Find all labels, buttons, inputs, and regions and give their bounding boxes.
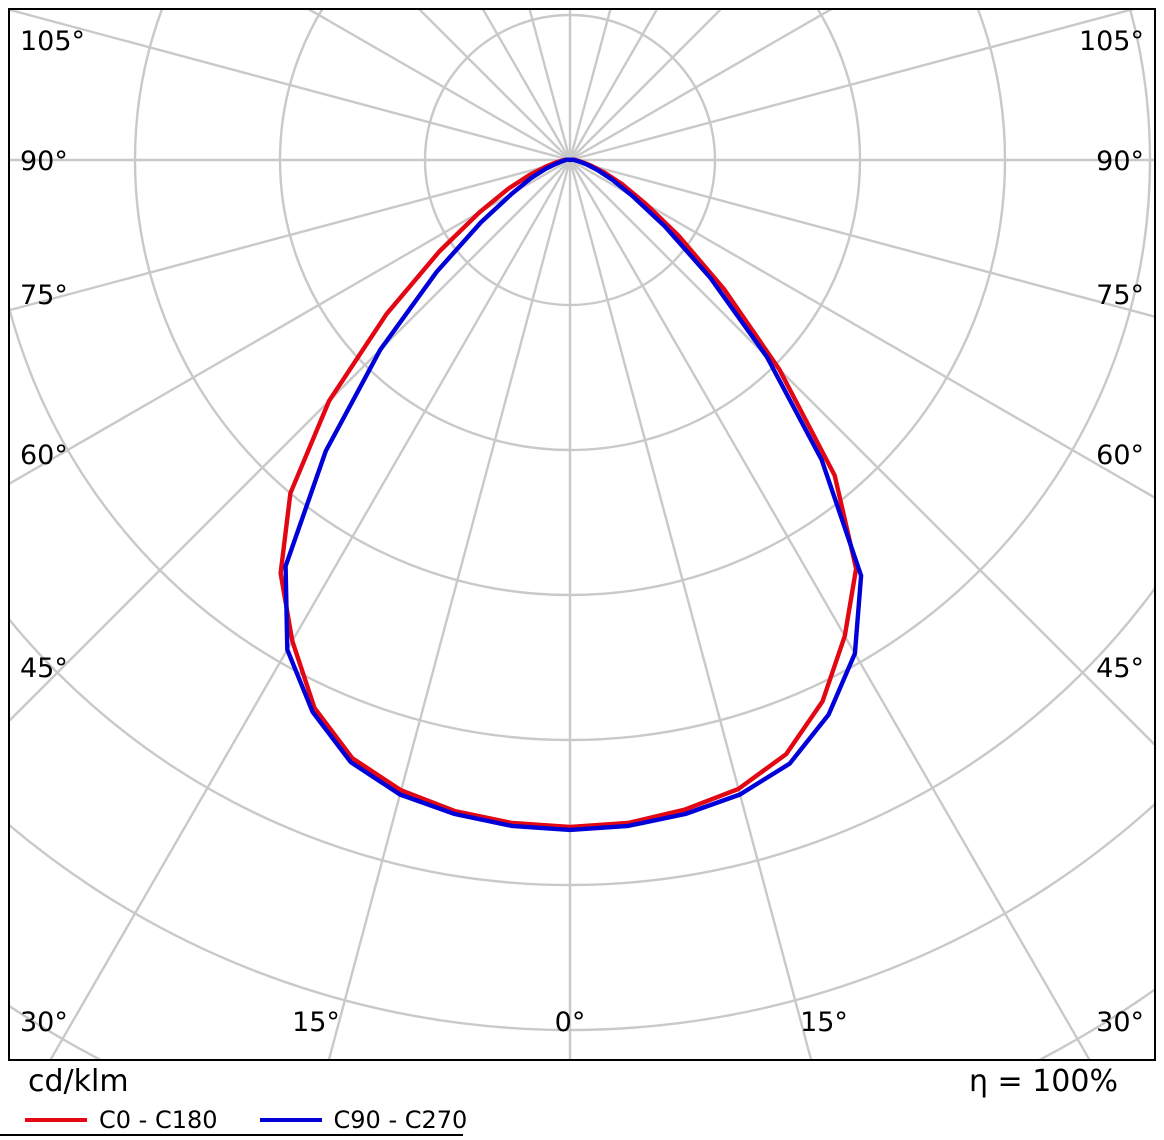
grid-angle-line [327, 159, 572, 1060]
units-label: cd/klm [28, 1064, 129, 1099]
grid-angle-line [569, 9, 723, 161]
angle-label-bottom: 0° [555, 1007, 586, 1038]
angle-label-right: 75° [1096, 280, 1144, 311]
legend-entry-c90-c270: C90 - C270 [259, 1106, 468, 1134]
curve-c0-c180 [278, 157, 859, 830]
angle-label-left: 90° [20, 146, 68, 177]
grid-angle-line [569, 9, 834, 162]
polar-chart: 105° 90° 75° 60° 45° 30° 105° 90° 75° 60° 45° 30° 15… [8, 8, 1156, 1061]
grid-angle-line [569, 9, 1139, 162]
grid-angle-line [417, 9, 571, 161]
angle-label-left: 45° [20, 653, 68, 684]
grid-angle-line [568, 159, 813, 1060]
angle-label-right: 105° [1079, 26, 1144, 57]
angle-label-bottom: 15° [292, 1007, 340, 1038]
legend-label-c0-c180: C0 - C180 [99, 1106, 218, 1134]
grid-ring [133, 9, 1007, 597]
angle-label-left: 30° [20, 1007, 68, 1038]
angle-labels: 105° 90° 75° 60° 45° 30° 105° 90° 75° 60° 45° 30° 15… [20, 26, 1144, 1038]
grid-ring [423, 13, 717, 307]
curve-c90-c270 [283, 157, 864, 833]
grid-ring [9, 585, 1155, 886]
plot-border [8, 8, 1156, 1061]
efficiency-label: η = 100% [969, 1064, 1118, 1099]
angle-label-right: 45° [1096, 653, 1144, 684]
intensity-curves [278, 157, 864, 833]
grid-ring [278, 9, 862, 452]
angle-label-left: 60° [20, 440, 68, 471]
legend: C0 - C180 C90 - C270 [25, 1106, 509, 1134]
grid-angle-line [569, 158, 1155, 500]
grid-angle-line [306, 9, 571, 162]
legend-entry-c0-c180: C0 - C180 [25, 1106, 218, 1134]
grid-angle-line [9, 9, 571, 162]
grid-angle-line [569, 159, 1155, 747]
grid-ring [9, 801, 1155, 1031]
angle-label-right: 30° [1096, 1007, 1144, 1038]
grid-angle-line [569, 158, 1155, 318]
angle-label-left: 105° [20, 26, 85, 57]
legend-divider-line [0, 1134, 463, 1136]
c90-c270-line-swatch [259, 1118, 322, 1122]
polar-grid [9, 9, 1155, 1060]
angle-label-bottom: 15° [800, 1007, 848, 1038]
angle-label-left: 75° [20, 280, 68, 311]
grid-angle-line [9, 159, 571, 723]
grid-angle-line [48, 159, 572, 1060]
grid-angle-line [9, 158, 571, 312]
grid-angle-line [568, 159, 1092, 1060]
angle-label-right: 90° [1096, 146, 1144, 177]
legend-area: cd/klm η = 100% C0 - C180 C90 - C270 [0, 1062, 1164, 1140]
grid-ring [9, 9, 1152, 742]
angle-label-right: 60° [1096, 440, 1144, 471]
legend-label-c90-c270: C90 - C270 [333, 1106, 468, 1134]
grid-angle-line [9, 158, 571, 486]
c0-c180-line-swatch [25, 1118, 87, 1122]
